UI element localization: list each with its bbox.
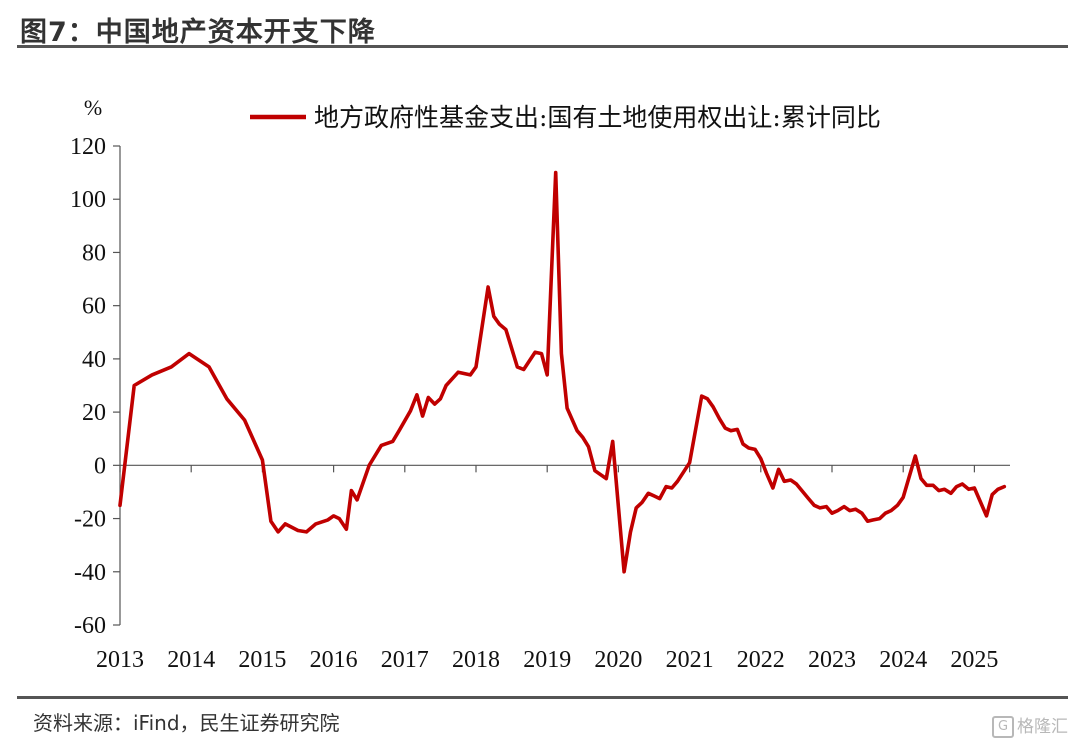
source-note: 资料来源：iFind，民生证券研究院 xyxy=(33,711,340,735)
y-tick-label: 40 xyxy=(82,347,106,373)
page-title: 图7：中国地产资本开支下降 xyxy=(20,17,376,48)
x-tick-label: 2015 xyxy=(238,647,286,673)
x-tick-label: 2019 xyxy=(523,647,571,673)
y-tick-label: -40 xyxy=(74,560,106,586)
x-tick-label: 2013 xyxy=(96,647,144,673)
y-tick-label: 120 xyxy=(70,134,106,160)
x-tick-label: 2017 xyxy=(381,647,429,673)
x-tick-label: 2024 xyxy=(879,647,927,673)
watermark-text: 格隆汇 xyxy=(1017,717,1068,737)
bottom-divider xyxy=(17,696,1068,699)
legend-label: 地方政府性基金支出:国有土地使用权出让:累计同比 xyxy=(314,103,881,132)
series-layer xyxy=(118,170,1007,574)
legend: 地方政府性基金支出:国有土地使用权出让:累计同比 xyxy=(250,103,881,132)
x-tick-label: 2016 xyxy=(310,647,358,673)
watermark: G 格隆汇 xyxy=(992,712,1068,738)
x-tick-label: 2023 xyxy=(808,647,856,673)
y-tick-label: -20 xyxy=(74,507,106,533)
g-logo-icon: G xyxy=(992,716,1014,738)
y-unit-label: % xyxy=(84,95,102,120)
x-axis: 2013 2014 2015 2016 2017 2018 2019 2020 2021 2022… xyxy=(96,464,1010,673)
x-tick-label: 2025 xyxy=(950,647,998,673)
x-tick-label: 2021 xyxy=(666,647,714,673)
y-tick-label: -60 xyxy=(74,613,106,639)
x-tick-label: 2018 xyxy=(452,647,500,673)
x-tick-label: 2020 xyxy=(594,647,642,673)
y-tick-label: 0 xyxy=(94,453,106,479)
x-tick-label: 2014 xyxy=(167,647,215,673)
y-tick-label: 80 xyxy=(82,240,106,266)
y-tick-label: 60 xyxy=(82,294,106,320)
x-tick-label: 2022 xyxy=(737,647,785,673)
series-line xyxy=(118,170,1007,574)
top-divider xyxy=(17,45,1068,48)
y-tick-label: 20 xyxy=(82,400,106,426)
y-tick-label: 100 xyxy=(70,187,106,213)
y-axis: 120 100 80 60 40 20 0 -20 -40 -60% xyxy=(70,95,121,639)
